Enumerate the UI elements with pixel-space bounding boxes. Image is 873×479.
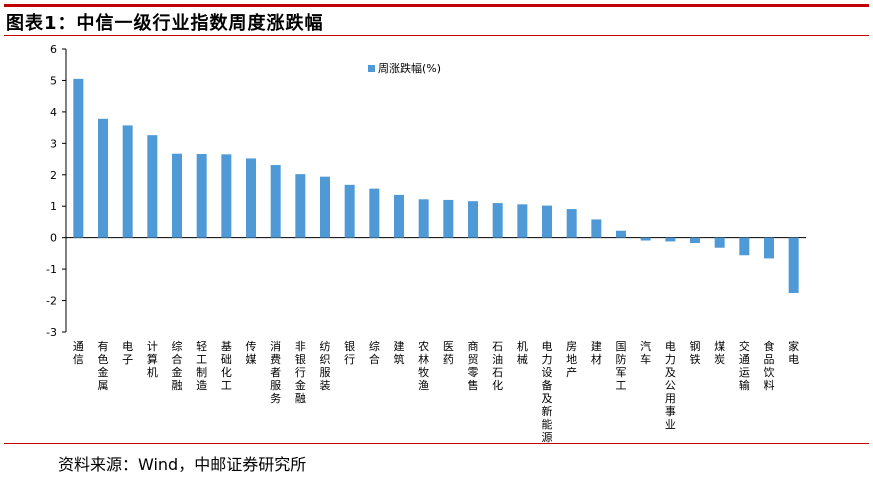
x-category-label: 家电 <box>788 339 799 366</box>
bar <box>295 174 306 238</box>
x-category-label: 消费者服务 <box>270 339 281 405</box>
y-tick-label: 0 <box>50 232 57 245</box>
legend-swatch <box>368 65 375 72</box>
bar <box>714 237 725 248</box>
bar <box>542 205 552 238</box>
bar <box>73 78 84 238</box>
x-category-label: 银行 <box>344 339 355 366</box>
x-category-label: 农林牧渔 <box>418 339 429 392</box>
y-tick-label: 1 <box>50 200 57 213</box>
x-category-label: 煤炭 <box>714 340 725 366</box>
x-category-label: 建筑 <box>394 339 405 366</box>
y-tick-label: 2 <box>50 169 57 182</box>
x-category-label: 轻工制造 <box>196 339 207 392</box>
bar <box>443 199 454 238</box>
bar <box>369 188 380 238</box>
bar <box>320 176 330 238</box>
bar <box>344 184 355 238</box>
x-category-label: 建材 <box>591 339 602 366</box>
bottom-rule <box>4 443 869 444</box>
x-category-label: 电力及公用事业 <box>665 340 676 431</box>
bar <box>566 209 577 238</box>
x-category-label: 非银行金融 <box>295 340 306 405</box>
y-tick-label: 3 <box>50 137 57 150</box>
bar <box>246 158 256 238</box>
bar <box>270 165 281 238</box>
bar <box>418 199 429 238</box>
bar <box>788 237 799 294</box>
y-tick-label: -1 <box>46 263 57 276</box>
x-category-label: 石油石化 <box>492 340 503 392</box>
bar <box>172 153 182 238</box>
y-tick-label: 5 <box>50 74 57 87</box>
y-tick-label: -2 <box>46 295 57 308</box>
bar <box>739 237 750 256</box>
chart-legend: 周涨跌幅(%) <box>368 61 441 75</box>
bar <box>468 201 478 238</box>
bar <box>517 204 528 238</box>
x-category-label: 房地产 <box>566 340 577 379</box>
legend-label: 周涨跌幅(%) <box>378 61 441 75</box>
bar <box>196 154 207 238</box>
top-rule <box>4 4 869 7</box>
x-category-label: 国防军工 <box>616 340 627 392</box>
bar <box>221 154 232 238</box>
x-category-label: 综合金融 <box>172 339 183 392</box>
bar <box>690 237 700 244</box>
x-category-label: 机械 <box>517 339 528 366</box>
x-category-label: 通信 <box>73 340 84 366</box>
plot-area: -3 -2 -1 0 1 2 3 4 5 6 通信 有色金属 电子 计算机 综合金融 轻工制造 基础化工 传媒消费… <box>46 43 806 444</box>
x-category-label: 计算机 <box>147 340 158 379</box>
bar <box>764 237 774 259</box>
x-category-label: 电子 <box>122 340 133 366</box>
bar <box>640 237 651 241</box>
page-title: 图表1：中信一级行业指数周度涨跌幅 <box>6 13 324 34</box>
x-category-label: 电力设备及新能源 <box>542 340 553 444</box>
x-category-label: 基础化工 <box>221 340 232 392</box>
x-category-label: 钢铁 <box>690 340 701 366</box>
y-tick-label: 4 <box>50 106 57 119</box>
y-tick-label: -3 <box>46 326 57 339</box>
bar <box>147 135 158 238</box>
bar <box>591 219 602 238</box>
x-category-label: 纺织服装 <box>320 339 331 392</box>
bar <box>492 203 503 238</box>
x-category-label: 医药 <box>443 340 454 366</box>
x-category-label: 有色金属 <box>98 339 109 392</box>
x-category-label: 商贸零售 <box>468 339 479 392</box>
bar <box>98 118 108 238</box>
bar <box>394 194 404 238</box>
bar <box>122 125 133 238</box>
source-note: 资料来源：Wind，中邮证券研究所 <box>58 455 307 474</box>
x-category-label: 综合 <box>369 339 380 366</box>
x-category-label: 汽车 <box>640 339 651 366</box>
bar <box>616 230 626 238</box>
x-category-label: 交通运输 <box>739 339 750 392</box>
x-category-label: 食品饮料 <box>764 339 775 392</box>
bar <box>665 237 676 242</box>
y-tick-label: 6 <box>50 43 57 56</box>
x-category-label: 传媒 <box>246 340 257 366</box>
title-rule <box>4 35 869 36</box>
